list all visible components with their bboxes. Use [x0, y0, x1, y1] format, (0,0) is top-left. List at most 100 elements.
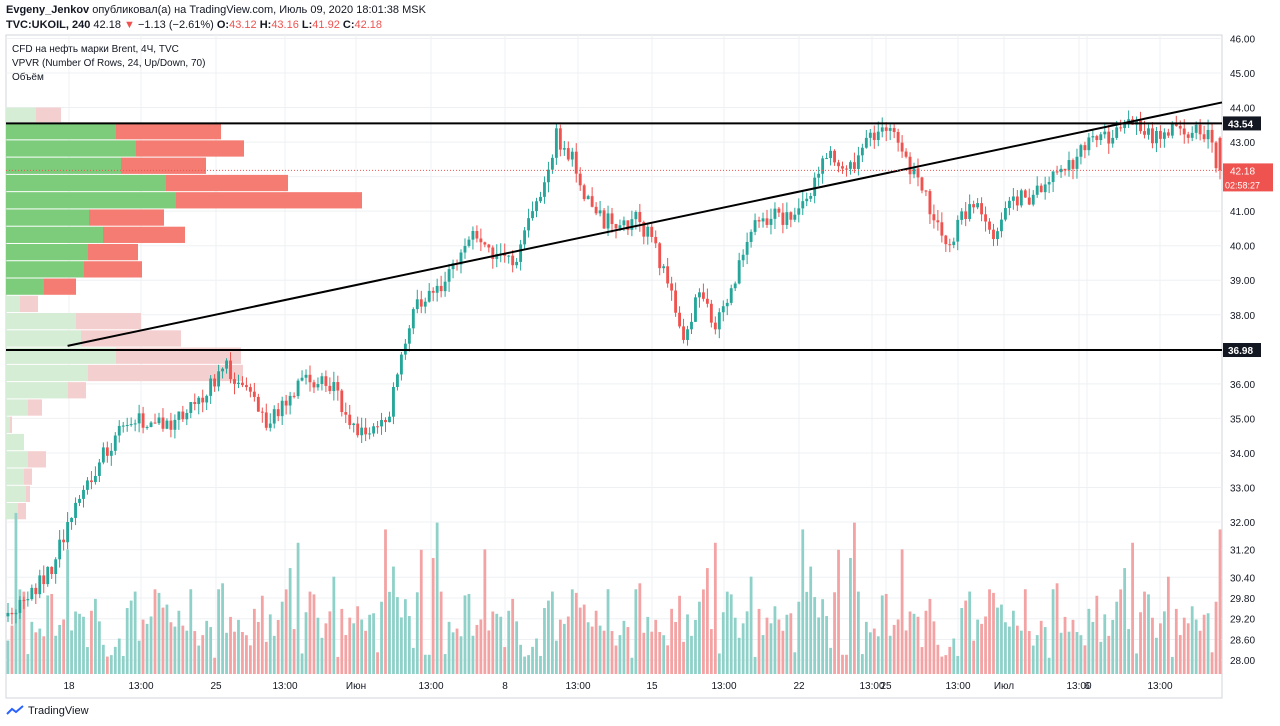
series-legend[interactable]: CFD на нефть марки Brent, 4Ч, TVC	[12, 44, 179, 55]
volume-bar	[82, 616, 85, 674]
time-tick-label: 8	[502, 681, 508, 692]
candle-body	[1059, 168, 1063, 173]
candle-body	[336, 382, 340, 391]
close-label: C:	[342, 19, 355, 31]
volume-bar	[813, 597, 817, 674]
volume-bar	[1051, 589, 1055, 674]
volume-bar	[97, 621, 101, 674]
vp-down-bar	[88, 243, 138, 261]
time-tick-label: 18	[63, 681, 75, 692]
vp-down-bar	[116, 347, 241, 364]
volume-bar	[829, 647, 832, 674]
time-axis[interactable]: 18 13:00 25 13:00 Июн 13:00 8 13:00 15 13:00 22 13:…	[63, 681, 1173, 692]
vpvr-legend[interactable]: VPVR (Number Of Rows, 24, Up/Down, 70)	[12, 58, 206, 69]
volume-bar	[511, 598, 515, 674]
candle-body	[511, 255, 515, 266]
vp-up-bar	[6, 416, 10, 433]
candle-body	[701, 292, 705, 299]
candle-body	[845, 168, 848, 170]
volume-bar	[169, 622, 173, 674]
volume-bar	[34, 632, 38, 674]
volume-bar	[1067, 631, 1071, 674]
volume-bar	[781, 630, 785, 674]
author-name[interactable]: Evgeny_Jenkov	[6, 4, 90, 16]
volume-bar	[463, 595, 467, 674]
last-price-tag	[1223, 163, 1273, 192]
volume-bar	[46, 595, 50, 674]
candle-body	[427, 290, 431, 302]
volume-bars	[6, 512, 1222, 674]
volume-bar	[491, 611, 495, 674]
volume-bar	[1151, 617, 1154, 674]
volume-bar	[217, 589, 220, 674]
volume-bar	[66, 549, 69, 674]
price-tick-label: 28.00	[1230, 656, 1255, 667]
volume-bar	[388, 591, 391, 674]
candle-body	[101, 447, 105, 463]
candle-body	[348, 414, 352, 426]
candle-body	[260, 411, 264, 413]
volume-bar	[459, 636, 463, 674]
candle-body	[606, 213, 610, 229]
volume-bar	[58, 624, 62, 674]
volume-bar	[233, 631, 236, 674]
candle-body	[439, 285, 443, 292]
volume-bar	[312, 594, 316, 674]
volume-bar	[1218, 529, 1222, 674]
volume-bar	[666, 645, 670, 674]
volume-bar	[471, 635, 475, 674]
volume-bar	[1123, 568, 1127, 674]
vp-up-bar	[6, 433, 24, 451]
volume-bar	[956, 655, 960, 674]
candle-body	[705, 298, 709, 304]
volume-bar	[845, 654, 848, 674]
candle-body	[1015, 196, 1019, 206]
volume-bar	[316, 617, 320, 674]
vp-down-bar	[20, 295, 38, 313]
volume-bar	[523, 656, 526, 674]
volume-bar	[976, 619, 979, 674]
candle-body	[658, 243, 662, 269]
candle-body	[376, 426, 379, 428]
candle-body	[145, 426, 149, 428]
candle-body	[777, 208, 781, 213]
candle-body	[225, 360, 228, 369]
volume-bar	[646, 616, 650, 674]
candle-body	[459, 252, 463, 265]
volume-bar	[773, 606, 777, 674]
price-axis[interactable]: 46.0045.0044.0043.0042.0041.0040.0039.00…	[1223, 34, 1273, 667]
candle-body	[1099, 134, 1103, 141]
candle-body	[1143, 131, 1146, 135]
candle-body	[10, 612, 14, 615]
candle-body	[725, 302, 729, 307]
volume-bar	[761, 635, 765, 674]
candle-body	[527, 218, 530, 231]
volume-bar	[749, 576, 753, 674]
volume-bar	[940, 656, 944, 674]
volume-bar	[932, 621, 936, 674]
volume-bar	[332, 576, 336, 674]
candle-body	[201, 397, 205, 403]
volume-bar	[642, 632, 646, 674]
candle-body	[177, 411, 181, 420]
candle-body	[813, 177, 817, 196]
volume-bar	[594, 610, 598, 674]
volume-bar	[558, 619, 562, 674]
time-tick-label: 13:00	[711, 681, 736, 692]
volume-bar	[141, 619, 145, 674]
candle-body	[574, 151, 578, 174]
candle-body	[749, 231, 753, 242]
price-tick-label: 38.00	[1230, 311, 1255, 322]
volume-bar	[352, 623, 356, 674]
volume-bar	[566, 616, 570, 674]
volume-bar	[1107, 635, 1111, 674]
volume-bar	[904, 630, 908, 674]
candle-body	[471, 231, 475, 240]
volume-legend[interactable]: Объём	[12, 72, 44, 83]
volume-bar	[864, 621, 868, 674]
candle-body	[992, 229, 995, 240]
volume-bar	[495, 613, 499, 674]
candle-body	[765, 218, 769, 225]
open-value: 43.12	[229, 19, 257, 31]
